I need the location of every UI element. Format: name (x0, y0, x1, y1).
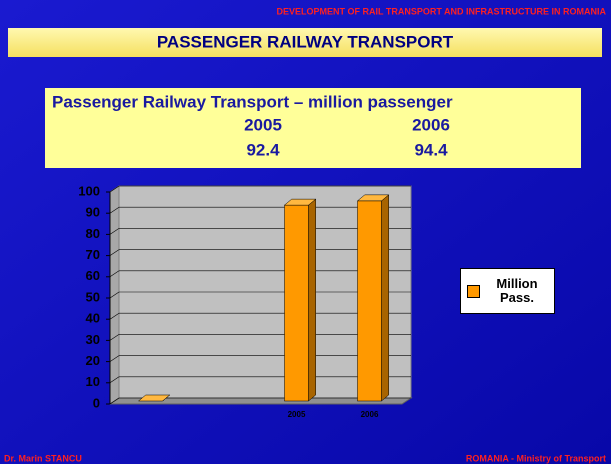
banner: PASSENGER RAILWAY TRANSPORT (157, 32, 454, 51)
grid-line (109, 312, 120, 320)
grid-line (109, 334, 120, 341)
y-tick-label: 20 (86, 353, 100, 368)
legend-label: Million Pass. (496, 276, 538, 305)
bar (357, 200, 382, 402)
y-tick-label: 60 (86, 268, 100, 283)
grid-line (109, 376, 120, 384)
x-tick-label: 2006 (361, 410, 379, 419)
table-box (45, 88, 581, 168)
header: DEVELOPMENT OF RAIL TRANSPORT AND INFRAS… (277, 6, 607, 16)
y-tick-label: 70 (86, 247, 100, 262)
y-tick-label: 50 (86, 289, 100, 304)
bar-top (137, 394, 171, 402)
table-cell: 94.4 (414, 140, 448, 159)
bar-top (283, 198, 317, 206)
bar-side (308, 198, 316, 402)
y-tick-label: 90 (86, 205, 100, 220)
grid-line (109, 249, 120, 256)
grid-line (109, 206, 120, 214)
banner-box (8, 28, 602, 57)
footer-right: ROMANIA - Ministry of Transport (466, 453, 606, 463)
grid-line (109, 228, 120, 235)
y-tick-label: 10 (86, 374, 100, 389)
bar-top (356, 194, 390, 202)
grid-line (109, 291, 120, 299)
x-tick-label: 2005 (288, 410, 306, 419)
y-tick-label: 100 (78, 183, 100, 198)
legend-swatch (467, 284, 480, 298)
grid-line (109, 185, 120, 193)
table-cell: 2005 (244, 115, 282, 134)
legend: Million Pass. (460, 268, 555, 314)
table-cell: 2006 (412, 115, 450, 134)
table-title: Passenger Railway Transport – million pa… (52, 92, 453, 111)
grid-line (109, 355, 120, 362)
grid-line (109, 397, 120, 405)
bar (284, 204, 309, 402)
grid-line (109, 270, 120, 278)
y-tick-label: 80 (86, 226, 100, 241)
y-tick-label: 0 (93, 395, 100, 410)
y-tick-label: 40 (86, 311, 100, 326)
bar-side (381, 194, 389, 402)
table-cell: 92.4 (246, 140, 280, 159)
y-tick-label: 30 (86, 332, 100, 347)
footer-left: Dr. Marin STANCU (4, 453, 82, 463)
